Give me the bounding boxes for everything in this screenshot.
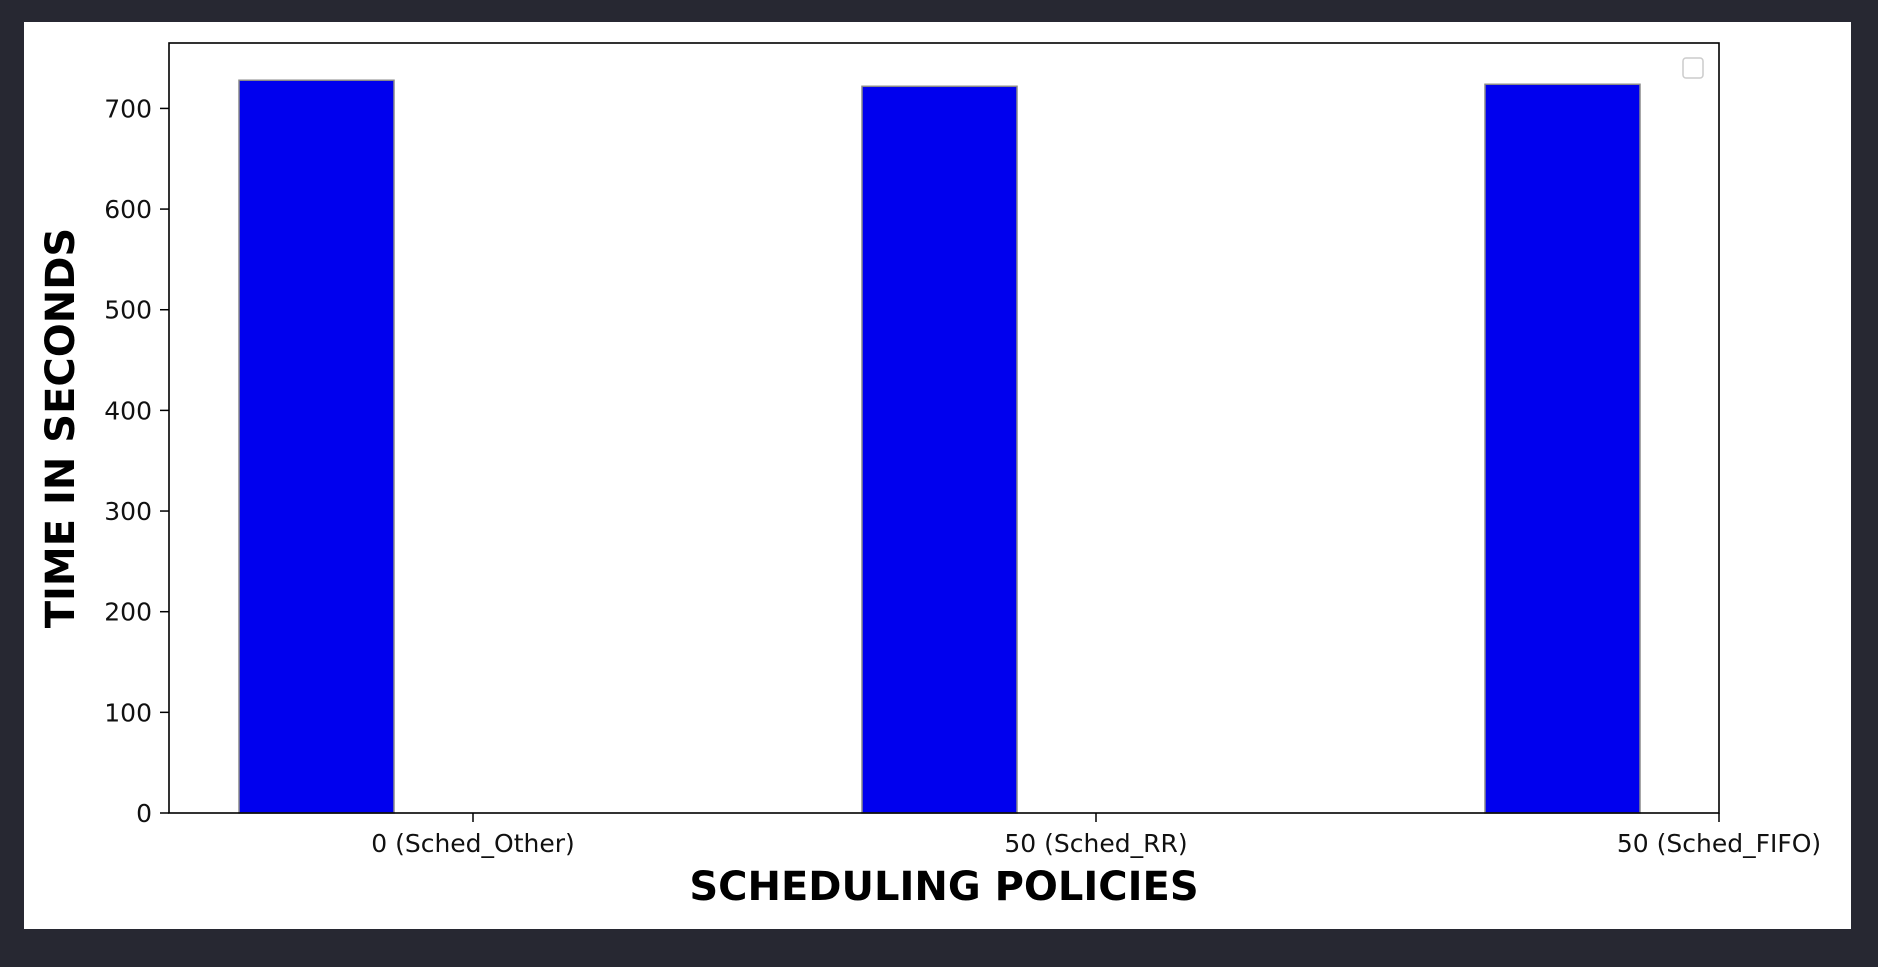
y-tick-label-1: 100 — [104, 698, 152, 727]
y-tick-label-2: 200 — [104, 598, 152, 627]
y-tick-label-0: 0 — [136, 799, 152, 828]
x-tick-label-0: 0 (Sched_Other) — [371, 829, 575, 858]
bar-2 — [1484, 83, 1641, 814]
y-axis-label: TIME IN SECONDS — [38, 228, 84, 629]
x-tick-label-1: 50 (Sched_RR) — [1004, 829, 1187, 858]
legend-box — [1682, 57, 1704, 79]
y-tick-label-6: 600 — [104, 195, 152, 224]
y-tick-label-3: 300 — [104, 497, 152, 526]
x-axis-label: SCHEDULING POLICIES — [689, 864, 1198, 910]
bar-0 — [238, 79, 395, 814]
bar-1 — [861, 85, 1018, 814]
x-tick-label-2: 50 (Sched_FIFO) — [1617, 829, 1821, 858]
y-tick-label-5: 500 — [104, 296, 152, 325]
y-tick-label-4: 400 — [104, 396, 152, 425]
y-tick-label-7: 700 — [104, 94, 152, 123]
axes-frame — [168, 42, 1720, 814]
